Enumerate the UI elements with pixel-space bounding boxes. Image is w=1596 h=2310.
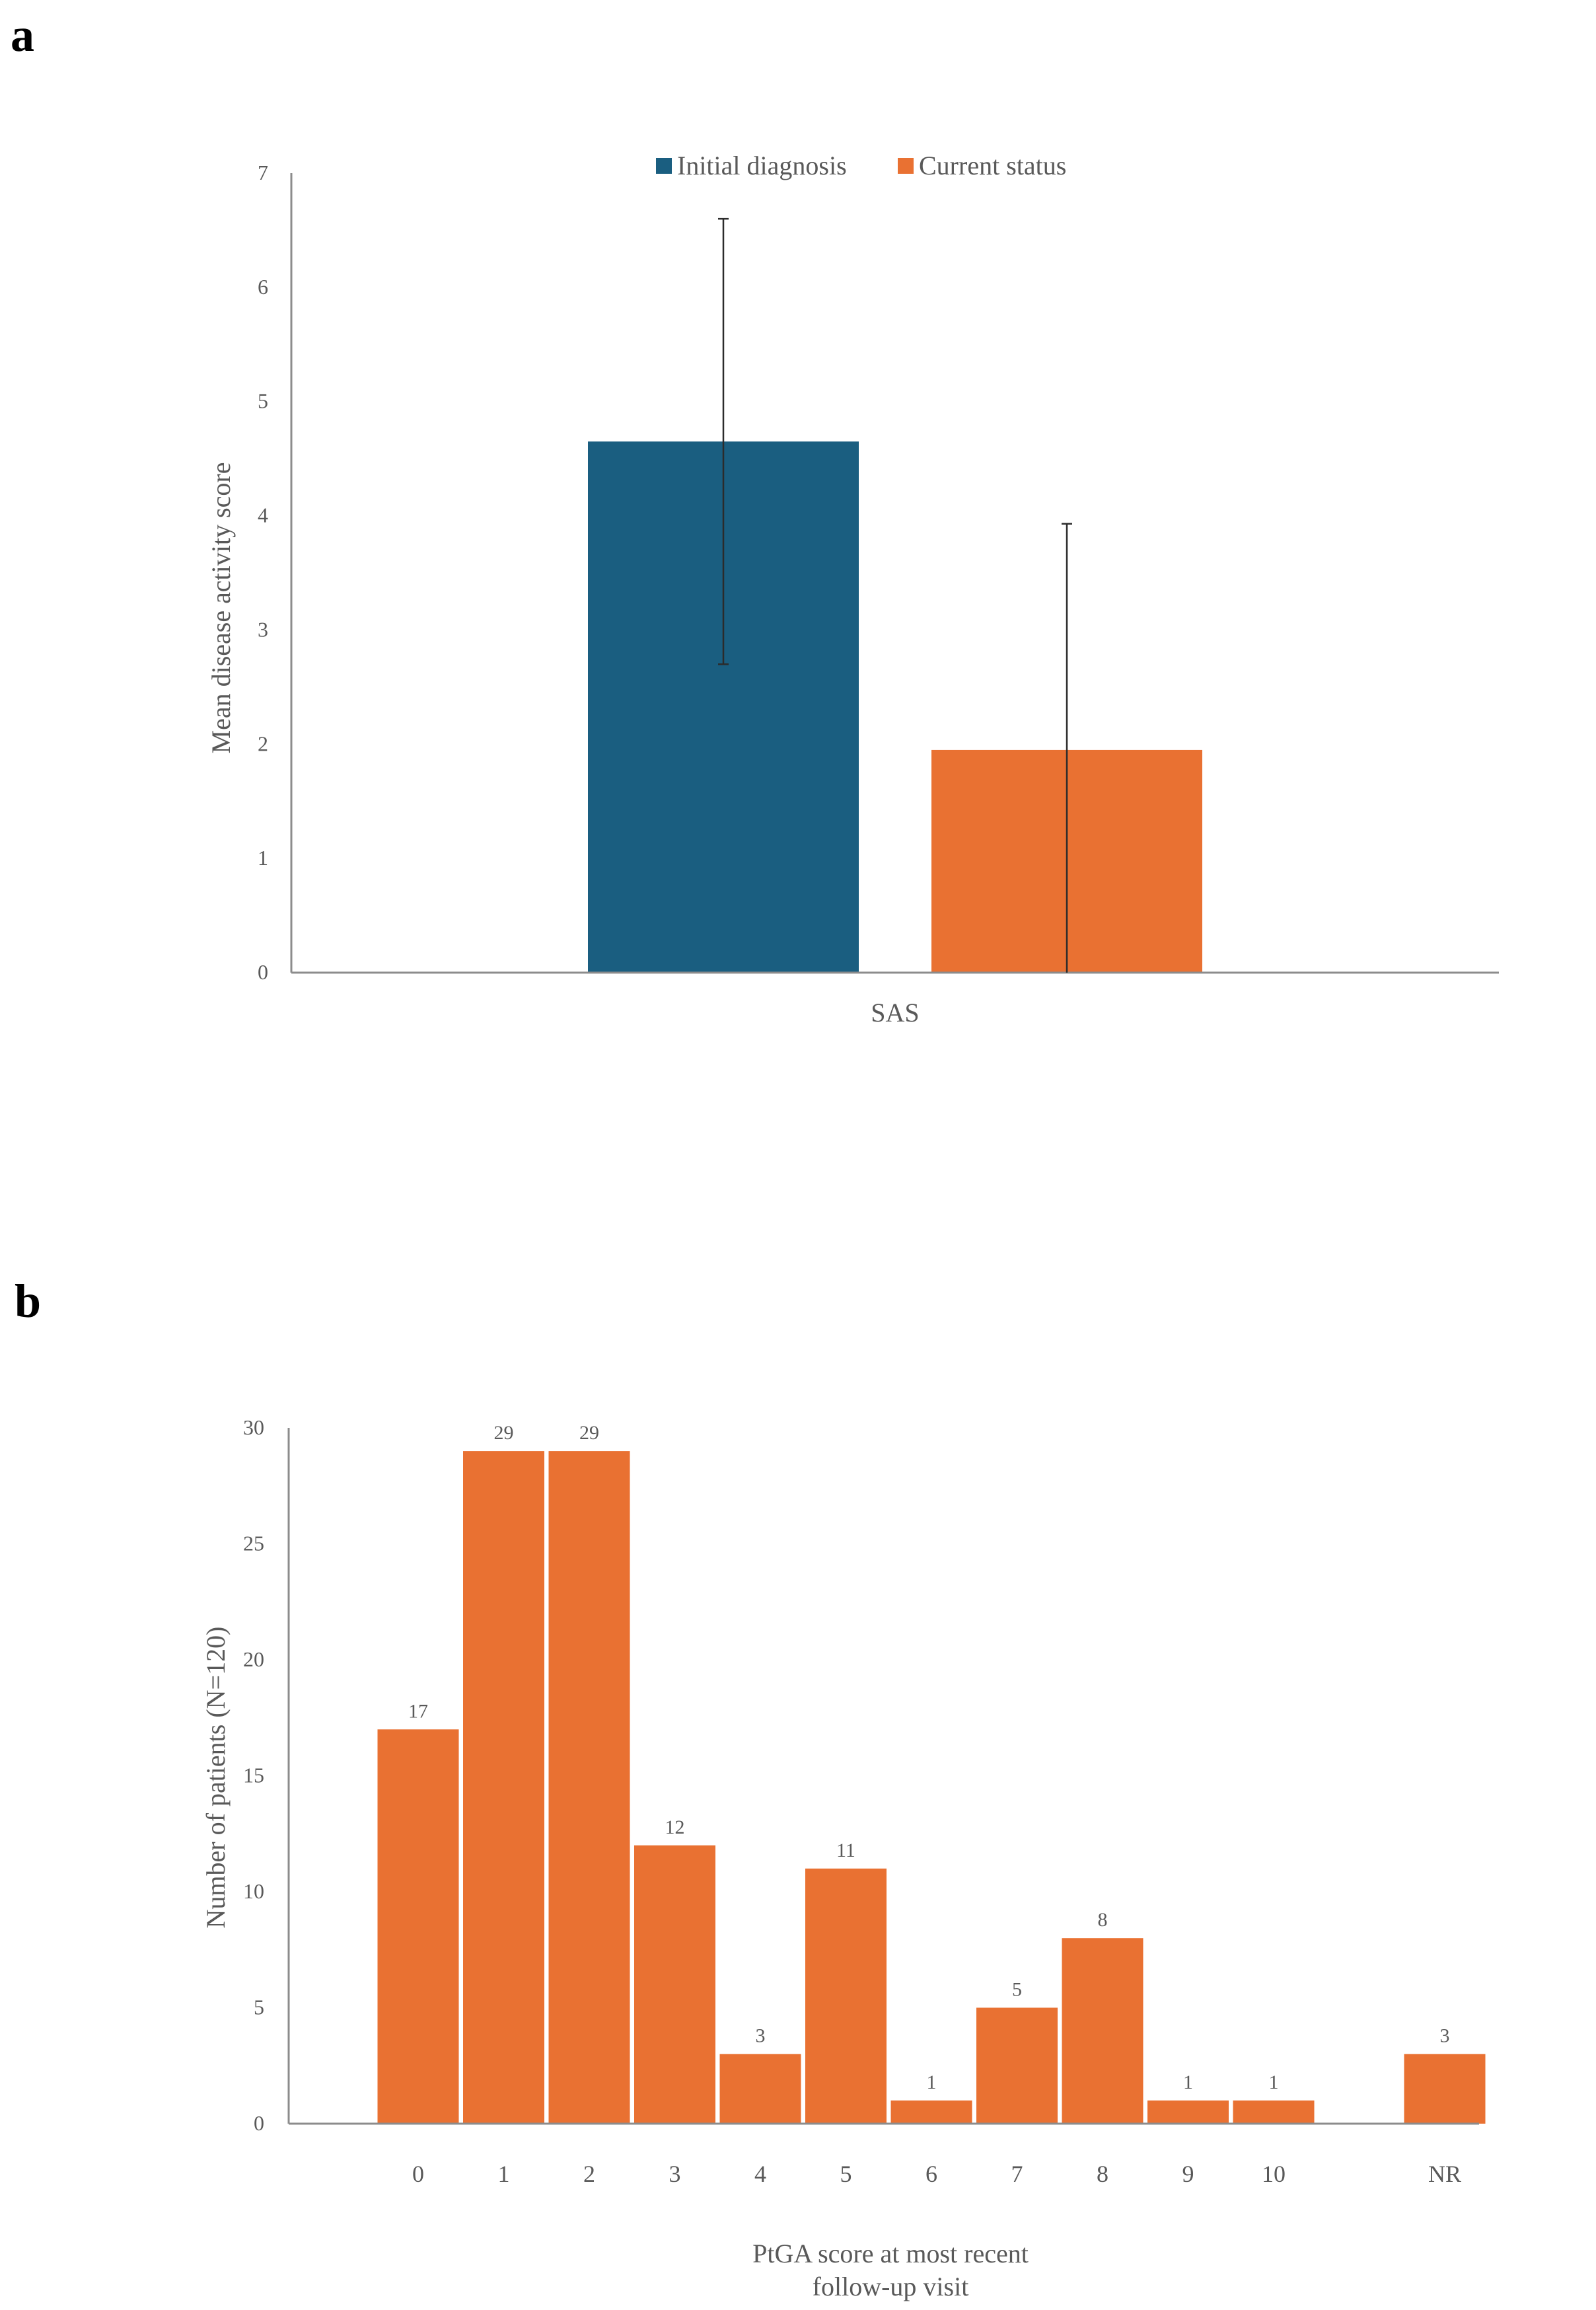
y-axis-label: Number of patients (N=120) (201, 1627, 231, 1929)
y-tick-label: 2 (258, 731, 268, 755)
data-label: 12 (665, 1816, 685, 1838)
bar-9 (1147, 2100, 1229, 2124)
bar-0 (377, 1729, 459, 2124)
bar-NR (1404, 2054, 1486, 2124)
data-label: 29 (494, 1422, 514, 1444)
bar-8 (1062, 1938, 1143, 2124)
panel-a-label: a (11, 9, 34, 61)
x-tick-label: 9 (1182, 2161, 1194, 2187)
y-tick-label: 7 (258, 161, 268, 184)
y-tick-label: 30 (243, 1415, 264, 1439)
legend: Initial diagnosis Current status (656, 151, 1066, 180)
legend-item-1: Current status (898, 151, 1066, 180)
y-tick-label: 3 (258, 617, 268, 641)
legend-item-0: Initial diagnosis (656, 151, 847, 180)
y-tick-label: 4 (258, 503, 268, 527)
x-tick-label: 4 (754, 2161, 766, 2187)
bar-5 (805, 1868, 887, 2124)
data-label: 1 (1269, 2071, 1279, 2093)
x-tick-label: 0 (412, 2161, 424, 2187)
y-tick-label: 0 (254, 2111, 264, 2135)
data-label: 1 (1183, 2071, 1193, 2093)
x-tick-label: 1 (498, 2161, 510, 2187)
data-label: 29 (579, 1422, 599, 1444)
bar-7 (976, 2007, 1058, 2124)
y-tick-label: 1 (258, 846, 268, 870)
y-tick-label: 25 (243, 1532, 264, 1555)
chart-a-disease-activity: 0 1 2 3 4 5 6 7 Mean disease activity score SAS In… (206, 151, 1499, 1027)
bar-1 (463, 1451, 544, 2124)
x-tick-label: NR (1428, 2161, 1461, 2187)
y-tick-label: 15 (243, 1764, 264, 1787)
legend-swatch-0 (656, 158, 672, 174)
data-label: 1 (927, 2071, 937, 2093)
bar-4 (719, 2054, 801, 2124)
y-tick-label: 5 (258, 389, 268, 413)
x-category-label: SAS (871, 998, 919, 1027)
data-label: 5 (1012, 1979, 1022, 2001)
y-axis-label: Mean disease activity score (206, 463, 236, 754)
bar-3 (634, 1845, 715, 2124)
y-tick-label: 6 (258, 275, 268, 299)
x-axis-label-line-2: follow-up visit (813, 2272, 969, 2301)
legend-label-0: Initial diagnosis (677, 151, 847, 180)
y-tick-label: 20 (243, 1647, 264, 1671)
x-tick-label: 3 (669, 2161, 681, 2187)
y-tick-label: 5 (254, 1995, 264, 2019)
x-tick-label: 10 (1262, 2161, 1286, 2187)
x-tick-label: 5 (840, 2161, 852, 2187)
data-label: 8 (1098, 1909, 1108, 1931)
legend-label-1: Current status (919, 151, 1066, 180)
bar-10 (1233, 2100, 1315, 2124)
bar-2 (548, 1451, 630, 2124)
x-tick-label: 8 (1097, 2161, 1108, 2187)
data-label: 17 (408, 1700, 428, 1722)
error-bar-1 (1062, 523, 1072, 973)
legend-swatch-1 (898, 158, 914, 174)
data-label: 11 (836, 1840, 855, 1861)
panel-b-label: b (15, 1275, 42, 1327)
x-tick-label: 2 (583, 2161, 595, 2187)
x-axis-label-line-1: PtGA score at most recent (752, 2239, 1029, 2268)
data-label: 3 (1440, 2025, 1450, 2047)
bar-6 (890, 2100, 972, 2124)
y-tick-label: 0 (258, 960, 268, 984)
x-tick-label: 7 (1011, 2161, 1023, 2187)
data-label: 3 (756, 2025, 766, 2047)
x-tick-label: 6 (925, 2161, 937, 2187)
error-bar-0 (718, 217, 729, 665)
y-tick-label: 10 (243, 1879, 264, 1903)
